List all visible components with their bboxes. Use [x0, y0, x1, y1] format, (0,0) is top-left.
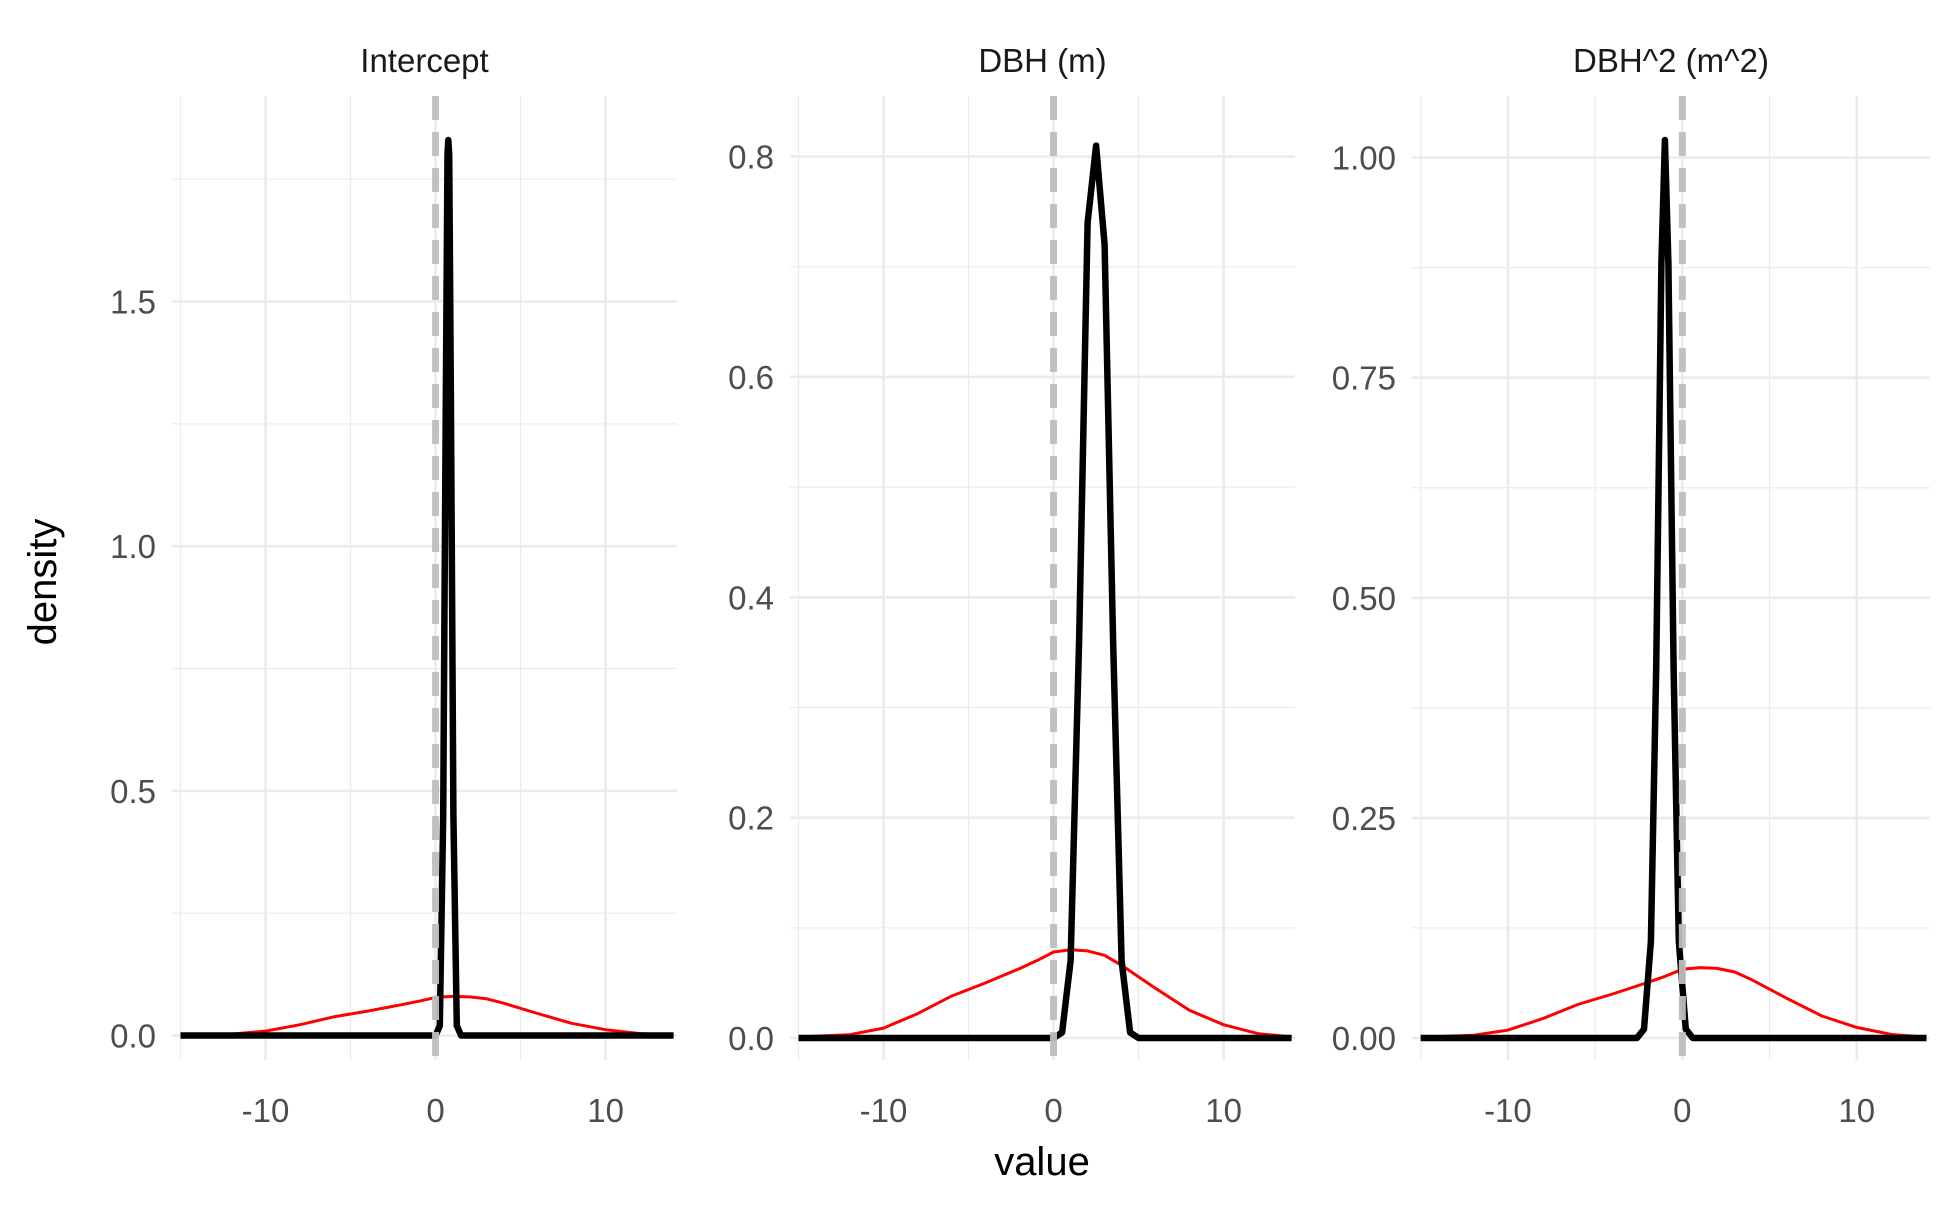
y-tick-label: 0.5 — [110, 773, 156, 810]
y-tick-label: 0.2 — [728, 800, 774, 837]
y-axis-label: density — [21, 519, 65, 646]
x-tick-label: 0 — [1673, 1092, 1691, 1129]
x-tick-label: 0 — [426, 1092, 444, 1129]
y-tick-label: 0.8 — [728, 139, 774, 176]
y-tick-label: 1.00 — [1332, 140, 1396, 177]
prior-density-line — [180, 994, 674, 1037]
posterior-density-line — [798, 142, 1292, 1042]
x-tick-label: 10 — [1838, 1092, 1875, 1129]
x-tick-label: 10 — [587, 1092, 624, 1129]
y-tick-label: 0.75 — [1332, 360, 1396, 397]
posterior-density-line — [180, 136, 674, 1039]
facet-title: Intercept — [360, 42, 488, 79]
x-tick-label: 10 — [1205, 1092, 1242, 1129]
y-tick-label: 0.6 — [728, 359, 774, 396]
facet-panel-2: -10 0 10 0.0 0.2 0.4 0.6 0.8 DBH (m) — [728, 42, 1295, 1129]
y-tick-label: 1.0 — [110, 528, 156, 565]
x-tick-label: -10 — [242, 1092, 290, 1129]
y-tick-label: 0.25 — [1332, 800, 1396, 837]
x-tick-label: 0 — [1044, 1092, 1062, 1129]
facet-panel-3: -10 0 10 0.00 0.25 0.50 0.75 1.00 DBH^2 (m^2) — [1332, 42, 1930, 1129]
x-tick-label: -10 — [1484, 1092, 1532, 1129]
y-tick-label: 0.0 — [728, 1020, 774, 1057]
y-tick-label: 0.4 — [728, 579, 774, 616]
prior-density-line — [1420, 966, 1927, 1039]
facet-title: DBH (m) — [978, 42, 1106, 79]
y-tick-label: 0.50 — [1332, 580, 1396, 617]
x-tick-label: -10 — [860, 1092, 908, 1129]
y-tick-label: 0.00 — [1332, 1020, 1396, 1057]
facet-panel-1: -10 0 10 0.0 0.5 1.0 1.5 Intercept — [110, 42, 677, 1129]
y-tick-label: 0.0 — [110, 1018, 156, 1055]
facet-title: DBH^2 (m^2) — [1573, 42, 1769, 79]
posterior-density-line — [1420, 136, 1927, 1042]
y-tick-label: 1.5 — [110, 284, 156, 321]
x-axis-label: value — [994, 1140, 1090, 1184]
prior-density-line — [798, 948, 1292, 1039]
